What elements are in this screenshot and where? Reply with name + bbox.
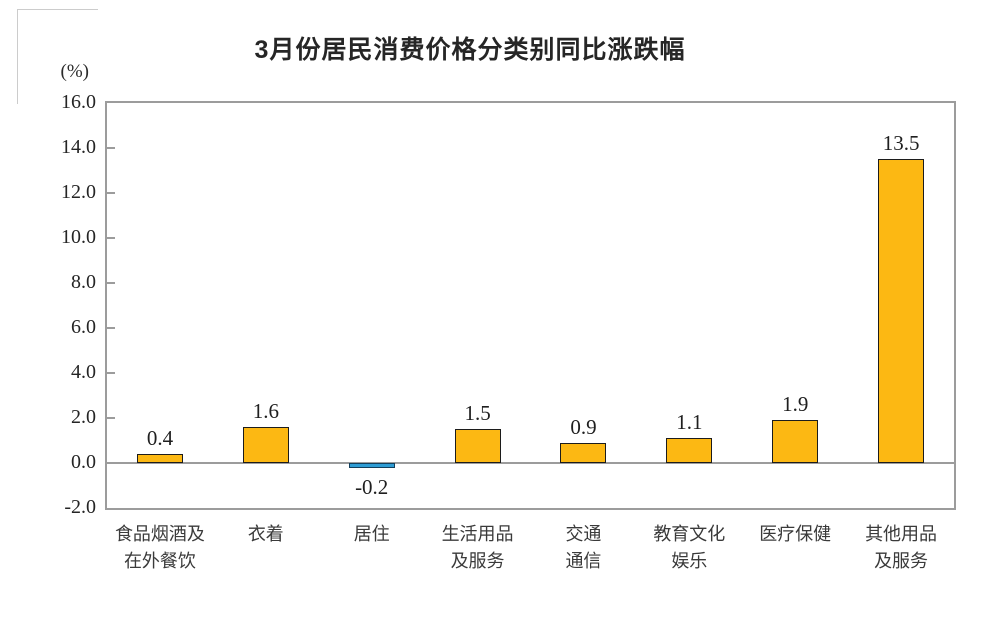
y-axis-unit-label: (%) (60, 61, 89, 82)
category-label: 食品烟酒及 在外餐饮 (95, 521, 225, 575)
bar (560, 442, 607, 463)
category-label-line: 通信 (565, 551, 602, 571)
category-label: 医疗保健 (730, 521, 860, 548)
y-axis-tick-mark (107, 192, 115, 194)
plot-area (105, 101, 956, 510)
category-label-line: 教育文化 (653, 524, 726, 544)
category-label: 交通 通信 (518, 521, 648, 575)
category-label-line: 居住 (353, 524, 390, 544)
category-label-line: 及服务 (450, 551, 505, 571)
category-label: 居住 (307, 521, 437, 548)
y-axis-tick-label: -2.0 (64, 496, 96, 518)
category-label-line: 食品烟酒及 (114, 524, 205, 544)
cropped-container-border (17, 9, 98, 104)
bar-value-label: 1.1 (676, 410, 703, 435)
y-axis-tick-mark (107, 327, 115, 329)
category-label-line: 及服务 (874, 551, 929, 571)
category-label: 生活用品 及服务 (413, 521, 543, 575)
bar-value-label: 0.4 (146, 426, 174, 450)
y-axis-tick-label: 4.0 (71, 361, 96, 383)
category-label-line: 娱乐 (671, 551, 708, 571)
bar (878, 159, 925, 463)
category-label: 衣着 (201, 521, 331, 548)
bar-value-label: 0.9 (570, 414, 597, 439)
category-label-line: 衣着 (247, 524, 284, 544)
chart-title: 3月份居民消费价格分类别同比涨跌幅 (254, 36, 686, 64)
y-axis-tick-label: 8.0 (71, 271, 96, 293)
category-label-line: 交通 (565, 524, 602, 544)
category-label-line: 在外餐饮 (123, 551, 196, 571)
y-axis-tick-label: 0.0 (71, 451, 96, 473)
y-axis-tick-label: 14.0 (61, 136, 96, 158)
bar-value-label: 1.6 (252, 399, 279, 423)
bar-value-label: 1.9 (782, 392, 809, 417)
y-axis-tick-mark (107, 417, 115, 419)
bar (136, 454, 183, 463)
y-axis-tick-mark (107, 372, 115, 374)
bar (348, 463, 395, 468)
y-axis-tick-mark (107, 282, 115, 284)
y-axis-tick-label: 6.0 (71, 316, 96, 338)
y-axis-tick-label: 16.0 (61, 91, 96, 113)
bar (454, 429, 501, 463)
category-label-line: 其他用品 (865, 524, 938, 544)
y-axis-tick-mark (107, 147, 115, 149)
bar (772, 420, 819, 463)
category-label: 教育文化 娱乐 (624, 521, 754, 575)
bar-value-label: 1.5 (464, 401, 491, 426)
bar (242, 427, 289, 463)
y-axis-tick-label: 10.0 (61, 226, 96, 248)
y-axis-tick-label: 2.0 (71, 406, 96, 428)
category-label-line: 生活用品 (441, 524, 514, 544)
category-label: 其他用品 及服务 (836, 521, 966, 575)
bar (666, 438, 713, 463)
y-axis-tick-mark (107, 237, 115, 239)
zero-axis-line (107, 462, 954, 464)
bar-value-label: 13.5 (882, 131, 920, 156)
category-label-line: 医疗保健 (759, 524, 832, 544)
y-axis-tick-label: 12.0 (61, 181, 96, 203)
bar-value-label: -0.2 (355, 474, 389, 499)
